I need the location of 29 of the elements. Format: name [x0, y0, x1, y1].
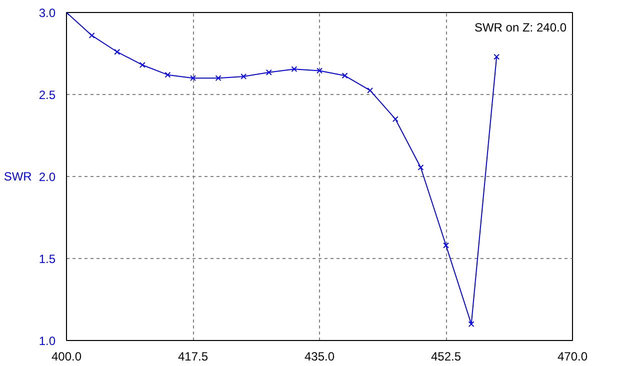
point [392, 116, 398, 122]
point [190, 75, 196, 82]
point [266, 69, 272, 76]
x-tick-label: 470.0 [557, 350, 588, 364]
y-tick-label: 1.5 [38, 252, 56, 266]
x-tick-label: 452.5 [430, 350, 462, 364]
point [443, 242, 449, 248]
point [114, 48, 120, 55]
point [468, 321, 474, 328]
point [342, 72, 348, 79]
y-tick-label: 2.5 [38, 88, 56, 102]
x-tick-label: 400.0 [51, 350, 82, 364]
x-tick-label: 435.0 [304, 350, 335, 364]
point [240, 73, 247, 80]
point [215, 75, 222, 82]
y-tick-label: 3.0 [38, 6, 56, 20]
point [291, 66, 298, 72]
point [139, 62, 146, 68]
y-axis-title: SWR [4, 170, 32, 184]
point [418, 164, 424, 170]
y-tick-label: 2.0 [38, 170, 56, 184]
point [367, 87, 374, 94]
x-tick-label: 417.5 [178, 350, 208, 364]
annotation: SWR on Z: 240.0 [474, 20, 567, 34]
point [316, 68, 322, 74]
point [164, 72, 171, 78]
point [88, 32, 95, 38]
y-tick-label: 1.0 [38, 334, 56, 348]
point [494, 54, 500, 60]
